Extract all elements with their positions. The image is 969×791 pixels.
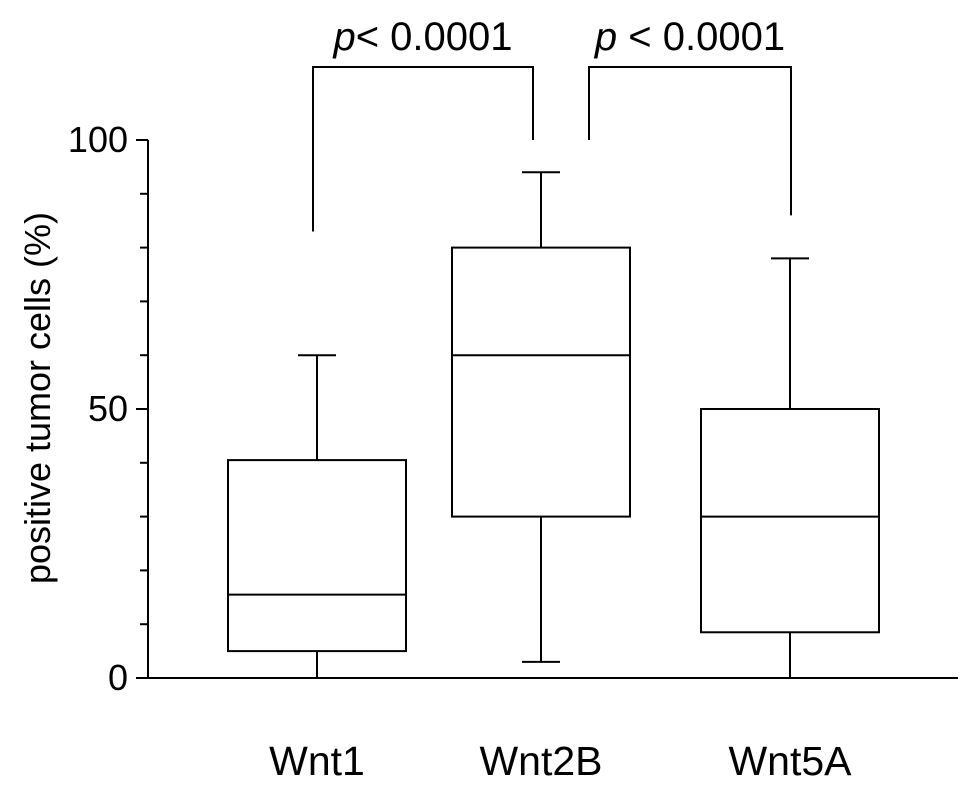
box-wnt1: [227, 354, 407, 678]
y-axis-label: positive tumor cells (%): [17, 212, 58, 584]
bracket-line: [312, 66, 534, 232]
y-tick-label: 100: [68, 119, 128, 160]
p-symbol: p: [332, 15, 355, 59]
x-tick-label: Wnt5A: [728, 738, 852, 784]
box-wnt2b: [451, 171, 631, 663]
y-tick-label: 0: [108, 657, 128, 698]
p-value: < 0.0001: [356, 15, 513, 59]
category-labels: Wnt1 Wnt2B Wnt5A: [269, 738, 852, 784]
x-tick-label: Wnt2B: [479, 738, 602, 784]
p-value: < 0.0001: [617, 15, 785, 59]
y-ticks: 0 50 100: [68, 119, 148, 698]
bracket-line: [588, 66, 792, 216]
boxes: [227, 171, 880, 678]
p-symbol: p: [594, 15, 617, 59]
p-value-label: p < 0.0001: [594, 15, 785, 59]
iqr-box: [227, 459, 407, 653]
significance-brackets: p< 0.0001 p < 0.0001: [312, 15, 792, 232]
box-wnt5a: [700, 257, 880, 678]
iqr-box: [451, 246, 631, 518]
significance-bracket: p < 0.0001: [588, 15, 792, 216]
x-tick-label: Wnt1: [269, 738, 365, 784]
y-tick-label: 50: [88, 388, 128, 429]
p-value-label: p< 0.0001: [332, 15, 512, 59]
iqr-box: [700, 408, 880, 634]
significance-bracket: p< 0.0001: [312, 15, 534, 232]
